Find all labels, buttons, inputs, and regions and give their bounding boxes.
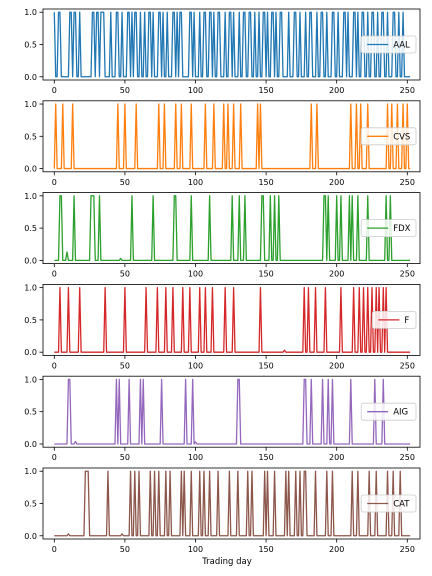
x-tick-label: 0 — [52, 545, 57, 554]
y-tick-label: 0.0 — [24, 532, 37, 541]
x-tick-label: 0 — [52, 178, 57, 187]
x-tick-label: 200 — [329, 270, 344, 279]
x-tick-label: 150 — [258, 361, 273, 370]
legend-fdx: FDX — [360, 219, 417, 238]
legend-label: AIG — [393, 408, 408, 418]
y-tick-label: 1.0 — [24, 375, 37, 384]
chart-panel-f: 0 50 100 150 200 250 0.0 0.5 1.0 F — [24, 284, 421, 370]
x-tick-label: 100 — [188, 361, 203, 370]
series-line-cat — [54, 470, 411, 537]
y-tick-label: 0.5 — [24, 41, 37, 50]
y-tick-label: 0.0 — [24, 165, 37, 174]
legend-label: F — [404, 316, 409, 326]
legend-f: F — [371, 310, 417, 329]
legend-label: CAT — [393, 500, 410, 510]
x-tick-label: 200 — [329, 361, 344, 370]
legend-aig: AIG — [360, 402, 417, 421]
legend-box — [360, 35, 417, 54]
x-tick-label: 150 — [258, 270, 273, 279]
x-tick-label: 250 — [400, 178, 415, 187]
legend-label: CVS — [393, 132, 410, 142]
x-tick-label: 0 — [52, 453, 57, 462]
legend-box — [360, 402, 417, 421]
series-line-aal — [53, 11, 411, 78]
x-tick-label: 200 — [329, 545, 344, 554]
y-tick-label: 0.5 — [24, 224, 37, 233]
x-tick-label: 200 — [329, 178, 344, 187]
y-tick-label: 0.5 — [24, 408, 37, 417]
x-tick-label: 0 — [52, 361, 57, 370]
y-tick-label: 0.5 — [24, 132, 37, 141]
x-tick-label: 250 — [400, 545, 415, 554]
x-tick-label: 150 — [258, 86, 273, 95]
x-tick-label: 250 — [400, 86, 415, 95]
chart-panel-cat: 0 50 100 150 200 250 0.0 0.5 1.0 CAT — [24, 467, 421, 554]
y-tick-label: 0.0 — [24, 348, 37, 357]
x-tick-label: 250 — [400, 270, 415, 279]
y-tick-label: 0.0 — [24, 73, 37, 82]
y-tick-label: 1.0 — [24, 467, 37, 476]
legend-box — [360, 127, 417, 146]
legend-box — [360, 494, 417, 513]
chart-panel-fdx: 0 50 100 150 200 250 0.0 0.5 1.0 FDX — [24, 192, 421, 279]
y-tick-label: 0.0 — [24, 256, 37, 265]
legend-label: FDX — [393, 224, 410, 234]
x-tick-label: 50 — [120, 270, 130, 279]
legend-cat: CAT — [360, 494, 417, 513]
x-tick-label: 150 — [258, 453, 273, 462]
x-tick-label: 200 — [329, 86, 344, 95]
x-tick-label: 50 — [120, 453, 130, 462]
series-line-aig — [54, 378, 411, 445]
y-tick-label: 1.0 — [24, 100, 37, 109]
y-tick-label: 1.0 — [24, 8, 37, 17]
series-line-fdx — [54, 195, 411, 262]
y-tick-label: 1.0 — [24, 192, 37, 201]
chart-panel-aig: 0 50 100 150 200 250 0.0 0.5 1.0 AIG — [24, 375, 421, 462]
y-tick-label: 0.0 — [24, 440, 37, 449]
chart-panels: 0 50 100 150 200 250 0.0 0.5 1.0 AAL 0 50 100 150 200 2… — [24, 8, 421, 554]
legend-aal: AAL — [360, 35, 417, 54]
y-tick-label: 0.5 — [24, 500, 37, 509]
x-tick-label: 0 — [52, 270, 57, 279]
chart-panel-cvs: 0 50 100 150 200 250 0.0 0.5 1.0 CVS — [24, 100, 421, 187]
chart-panel-aal: 0 50 100 150 200 250 0.0 0.5 1.0 AAL — [24, 8, 421, 95]
y-tick-label: 1.0 — [24, 284, 37, 293]
x-tick-label: 50 — [120, 86, 130, 95]
x-tick-label: 250 — [400, 361, 415, 370]
legend-box — [360, 219, 417, 238]
y-tick-label: 0.5 — [24, 316, 37, 325]
x-tick-label: 100 — [188, 178, 203, 187]
legend-label: AAL — [393, 41, 410, 51]
x-tick-label: 150 — [258, 178, 273, 187]
x-tick-label: 50 — [120, 545, 130, 554]
x-tick-label: 100 — [188, 453, 203, 462]
x-tick-label: 100 — [188, 270, 203, 279]
x-tick-label: 250 — [400, 453, 415, 462]
x-tick-label: 100 — [188, 86, 203, 95]
x-tick-label: 0 — [52, 86, 57, 95]
x-tick-label: 50 — [120, 178, 130, 187]
x-axis-label: Trading day — [201, 557, 252, 567]
x-tick-label: 150 — [258, 545, 273, 554]
series-line-f — [54, 286, 411, 353]
series-line-cvs — [53, 103, 411, 170]
x-tick-label: 100 — [188, 545, 203, 554]
x-tick-label: 50 — [120, 361, 130, 370]
x-tick-label: 200 — [329, 453, 344, 462]
legend-cvs: CVS — [360, 127, 417, 146]
